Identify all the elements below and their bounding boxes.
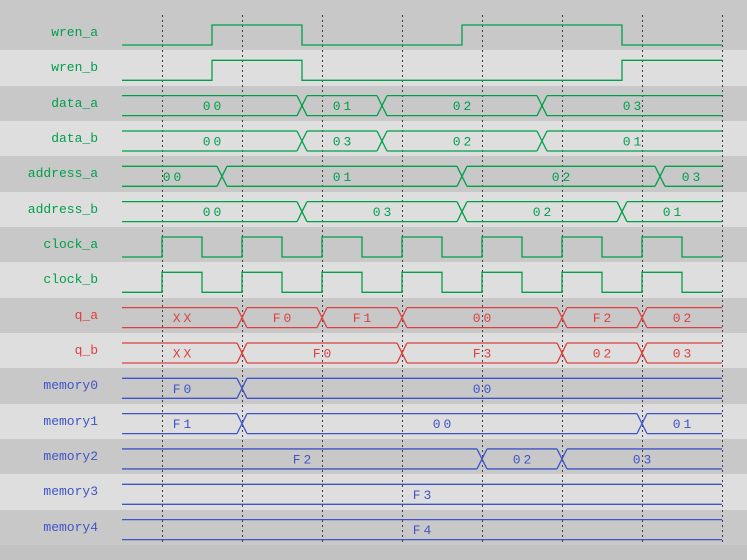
bus-value: 00: [203, 99, 225, 114]
signal-label-memory2[interactable]: memory2: [43, 448, 98, 464]
signal-label-clock_b[interactable]: clock_b: [43, 272, 98, 288]
bus-value: 02: [552, 170, 574, 185]
bus-value: 01: [663, 205, 685, 220]
signal-label-wren_a[interactable]: wren_a: [51, 25, 98, 40]
bus-value: F0: [173, 382, 195, 397]
bus-value: 01: [333, 99, 355, 114]
wave-q_a: [122, 306, 722, 329]
bus-value: 00: [163, 170, 185, 185]
bus-value: F1: [173, 417, 195, 432]
bus-value: 00: [433, 417, 455, 432]
bus-value: 00: [203, 134, 225, 149]
wave-address_a: [122, 165, 722, 187]
bus-value: F0: [273, 311, 295, 326]
bus-value: 03: [623, 99, 645, 114]
signal-label-memory4[interactable]: memory4: [43, 519, 98, 535]
wave-data_a: [122, 95, 722, 117]
bus-value: 02: [593, 346, 615, 361]
bus-value: F3: [473, 346, 495, 361]
wave-memory0: [122, 377, 722, 399]
wave-q_b: [122, 342, 722, 364]
wave-clock_b: [122, 271, 722, 293]
bus-value: 00: [473, 382, 495, 397]
bus-value: F2: [293, 452, 315, 467]
bus-value: 03: [333, 134, 355, 149]
wave-address_b: [122, 201, 722, 223]
wave-memory3: [122, 483, 722, 505]
bus-value: 02: [513, 452, 535, 467]
bus-value: 02: [533, 205, 555, 220]
bus-value: 00: [473, 311, 495, 326]
bus-value: XX: [173, 311, 195, 326]
bus-value: F1: [353, 311, 375, 326]
signal-label-memory1[interactable]: memory1: [43, 413, 98, 429]
signal-label-memory3[interactable]: memory3: [43, 484, 98, 500]
signal-label-wren_b[interactable]: wren_b: [51, 60, 98, 76]
wave-memory1: [122, 412, 722, 435]
bus-value: XX: [173, 346, 195, 361]
bottom-strip: [0, 545, 747, 560]
wave-memory4: [122, 518, 722, 541]
bus-value: 03: [373, 205, 395, 220]
wave-data_b: [122, 130, 722, 152]
wave-memory2: [122, 448, 722, 470]
signal-label-clock_a[interactable]: clock_a: [43, 236, 98, 252]
bus-value: 00: [203, 205, 225, 220]
bus-value: 02: [673, 311, 695, 326]
bus-value: F3: [413, 488, 435, 503]
wave-clock_a: [122, 236, 722, 258]
bus-value: 03: [682, 170, 704, 185]
signal-label-q_b[interactable]: q_b: [74, 342, 98, 358]
bus-value: F0: [313, 346, 335, 361]
signal-label-address_b[interactable]: address_b: [27, 201, 98, 217]
bus-value: F2: [593, 311, 615, 326]
signal-label-q_a[interactable]: q_a: [74, 307, 98, 323]
bus-value: 02: [453, 99, 475, 114]
wave-wren_a: [122, 24, 722, 46]
bus-value: 03: [673, 346, 695, 361]
bus-value: 01: [623, 134, 645, 149]
signal-label-address_a[interactable]: address_a: [27, 166, 98, 182]
bus-value: 02: [453, 134, 475, 149]
bus-value: 03: [633, 452, 655, 467]
bus-value: 01: [333, 170, 355, 185]
signal-label-data_b[interactable]: data_b: [51, 130, 98, 146]
bus-value: 01: [673, 417, 695, 432]
signal-label-memory0[interactable]: memory0: [43, 378, 98, 394]
signal-label-data_a[interactable]: data_a: [51, 95, 98, 111]
wave-wren_b: [122, 59, 722, 81]
bus-value: F4: [413, 523, 435, 538]
